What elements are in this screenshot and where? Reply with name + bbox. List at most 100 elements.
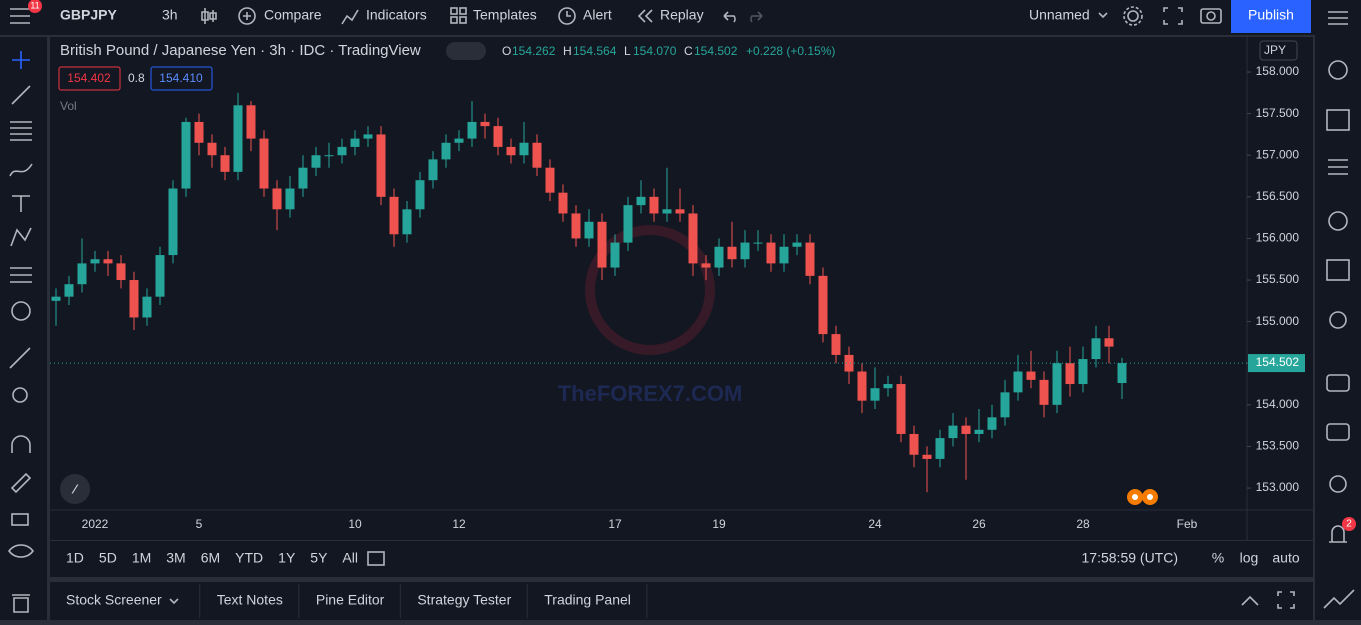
- undo-button[interactable]: [723, 11, 736, 23]
- ruler-tool[interactable]: [9, 347, 31, 369]
- candle-body: [1091, 338, 1101, 360]
- range-button[interactable]: YTD: [235, 550, 263, 566]
- maximize-panel[interactable]: [1277, 591, 1295, 609]
- chat-button[interactable]: [1326, 374, 1350, 392]
- range-button[interactable]: 5D: [99, 550, 117, 566]
- sell-box[interactable]: [58, 66, 121, 91]
- status-pill: [446, 42, 486, 60]
- trendline-tool[interactable]: [11, 85, 31, 105]
- screener-button[interactable]: [1323, 589, 1355, 609]
- templates-icon: [450, 7, 467, 24]
- range-button[interactable]: 3M: [166, 550, 185, 566]
- hide-tool[interactable]: [7, 544, 35, 558]
- low-value: 154.070: [633, 44, 677, 58]
- notifications-button[interactable]: [1329, 525, 1347, 543]
- zoom-tool[interactable]: [12, 387, 28, 403]
- watchlist-button[interactable]: [1328, 11, 1348, 25]
- alert-button[interactable]: Alert: [583, 7, 612, 23]
- open-value: 154.262: [512, 44, 556, 58]
- news-button[interactable]: [1326, 109, 1350, 131]
- candle-body: [1117, 363, 1127, 384]
- panel-tab[interactable]: Text Notes: [217, 592, 283, 608]
- range-button[interactable]: 1M: [132, 550, 151, 566]
- text-tool[interactable]: [12, 195, 30, 212]
- range-button[interactable]: 5Y: [310, 550, 328, 566]
- brush-tool[interactable]: [9, 163, 33, 177]
- candle-body: [259, 138, 269, 189]
- symbol[interactable]: GBPJPY: [60, 7, 117, 23]
- x-tick-label: 10: [348, 517, 362, 531]
- collapse-panel[interactable]: [1241, 595, 1259, 606]
- range-button[interactable]: 1D: [66, 550, 84, 566]
- panel-tab[interactable]: Stock Screener: [66, 592, 162, 608]
- tab-dropdown[interactable]: [169, 598, 179, 605]
- lock-tool[interactable]: [11, 513, 29, 526]
- y-tick-label: 158.000: [1256, 64, 1300, 78]
- candle-body: [1000, 392, 1010, 418]
- candle-body: [519, 142, 529, 156]
- layout-dropdown[interactable]: [1098, 12, 1108, 19]
- emoji-tool[interactable]: [11, 301, 31, 321]
- low-label: L: [624, 44, 631, 58]
- auto-toggle[interactable]: auto: [1272, 550, 1299, 566]
- magnet-tool[interactable]: [11, 435, 31, 453]
- remove-tool[interactable]: [12, 594, 30, 613]
- calendar-button[interactable]: [1326, 259, 1350, 281]
- messages-button[interactable]: [1326, 423, 1350, 441]
- candle-body: [480, 121, 490, 127]
- date-range-button[interactable]: [367, 551, 385, 566]
- candle-body: [389, 196, 399, 235]
- candle-body: [571, 213, 581, 239]
- indicators-icon: [341, 9, 359, 25]
- panel-tab[interactable]: Trading Panel: [544, 592, 631, 608]
- candle-body: [961, 425, 971, 434]
- log-toggle[interactable]: log: [1240, 550, 1259, 566]
- close-value: 154.502: [694, 44, 738, 58]
- snapshot-button[interactable]: [1200, 8, 1222, 24]
- watermark: TheFOREX7.COM: [558, 381, 743, 406]
- y-tick-label: 154.000: [1256, 397, 1300, 411]
- stay-drawing-tool[interactable]: [10, 472, 32, 494]
- alerts-button[interactable]: [1328, 60, 1348, 80]
- settings-button[interactable]: [1123, 6, 1143, 26]
- layout-name[interactable]: Unnamed: [1029, 7, 1090, 23]
- range-button[interactable]: All: [342, 550, 358, 566]
- publish-button[interactable]: [1231, 0, 1311, 33]
- templates-button[interactable]: Templates: [473, 7, 537, 23]
- candle-body: [922, 454, 932, 459]
- range-button[interactable]: 6M: [201, 550, 220, 566]
- badge-count: 11: [30, 0, 39, 10]
- replay-icon: [637, 9, 653, 23]
- x-tick-label: 26: [972, 517, 986, 531]
- publish-label: Publish: [1248, 7, 1294, 23]
- candle-body: [584, 221, 594, 239]
- replay-button[interactable]: Replay: [660, 7, 704, 23]
- redo-button[interactable]: [750, 11, 763, 23]
- panel-tab[interactable]: Pine Editor: [316, 592, 385, 608]
- clock: 17:58:59 (UTC): [1082, 550, 1178, 566]
- help-button[interactable]: [1329, 475, 1347, 493]
- crosshair-tool[interactable]: [12, 51, 30, 69]
- calendar-ring-button[interactable]: [1328, 211, 1348, 231]
- fullscreen-button[interactable]: [1163, 7, 1183, 25]
- buy-box[interactable]: [150, 66, 213, 91]
- candle-body: [597, 221, 607, 268]
- menu-button[interactable]: [10, 8, 30, 24]
- chart-type-button[interactable]: [201, 8, 217, 24]
- fib-tool[interactable]: [10, 121, 32, 141]
- candle-body: [350, 138, 360, 147]
- currency-button[interactable]: [1259, 40, 1298, 61]
- y-tick-label: 156.000: [1256, 231, 1300, 245]
- hotlist-button[interactable]: [1328, 159, 1348, 175]
- volume-label: Vol: [60, 99, 77, 113]
- ideas-button[interactable]: [1329, 311, 1347, 329]
- pattern-tool[interactable]: [10, 227, 32, 247]
- interval[interactable]: 3h: [162, 7, 178, 23]
- compare-button[interactable]: Compare: [264, 7, 322, 23]
- panel-tab[interactable]: Strategy Tester: [417, 592, 511, 608]
- prediction-tool[interactable]: [10, 267, 32, 283]
- range-button[interactable]: 1Y: [278, 550, 296, 566]
- indicators-button[interactable]: Indicators: [366, 7, 427, 23]
- percent-toggle[interactable]: %: [1212, 550, 1224, 566]
